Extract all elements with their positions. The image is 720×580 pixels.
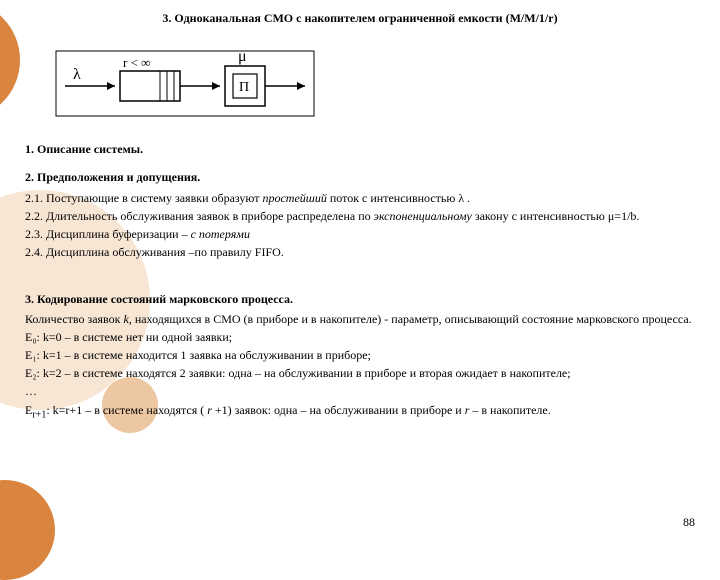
mu-label: μ [238, 48, 247, 65]
text: , находящихся в СМО (в приборе и в накоп… [129, 312, 692, 326]
assumption-2-2: 2.2. Длительность обслуживания заявок в … [25, 208, 695, 224]
text-italic: с потерями [191, 227, 250, 241]
state-er: Er+1: k=r+1 – в системе находятся ( r +1… [25, 402, 695, 422]
assumption-2-4: 2.4. Дисциплина обслуживания –по правилу… [25, 244, 695, 260]
text-italic: экспоненциальному [374, 209, 472, 223]
state-e1: E₁: k=1 – в системе находится 1 заявка н… [25, 347, 695, 363]
state-e2: E₂: k=2 – в системе находятся 2 заявки: … [25, 365, 695, 381]
r-label: r < ∞ [123, 55, 150, 70]
text: Количество заявок [25, 312, 123, 326]
assumption-2-3: 2.3. Дисциплина буферизации – с потерями [25, 226, 695, 242]
s3-desc: Количество заявок k, находящихся в СМО (… [25, 311, 695, 327]
page-number: 88 [683, 515, 695, 530]
text: 2.1. Поступающие в систему заявки образу… [25, 191, 262, 205]
assumption-2-1: 2.1. Поступающие в систему заявки образу… [25, 190, 695, 206]
pi-label: П [239, 80, 249, 95]
state-e0: E₀: k=0 – в системе нет ни одной заявки; [25, 329, 695, 345]
state-dots: … [25, 383, 695, 399]
text: : k=r+1 – в системе находятся ( [46, 403, 207, 417]
text-italic: простейший [262, 191, 326, 205]
queue-diagram: λ r < ∞ П μ [55, 41, 315, 121]
lambda-label: λ [73, 66, 81, 83]
section2-head: 2. Предположения и допущения. [25, 169, 695, 185]
text: 2.3. Дисциплина буферизации – [25, 227, 191, 241]
text: 2.2. Длительность обслуживания заявок в … [25, 209, 374, 223]
text: закону с интенсивностью μ=1/b. [472, 209, 640, 223]
page-title: 3. Одноканальная СМО с накопителем огран… [25, 10, 695, 26]
text: поток с интенсивностью λ . [327, 191, 470, 205]
section1-head: 1. Описание системы. [25, 141, 695, 157]
section3-head: 3. Кодирование состояний марковского про… [25, 291, 695, 307]
text: – в накопителе. [469, 403, 550, 417]
text: +1) заявок: одна – на обслуживании в при… [212, 403, 465, 417]
subscript: r+1 [32, 409, 46, 420]
